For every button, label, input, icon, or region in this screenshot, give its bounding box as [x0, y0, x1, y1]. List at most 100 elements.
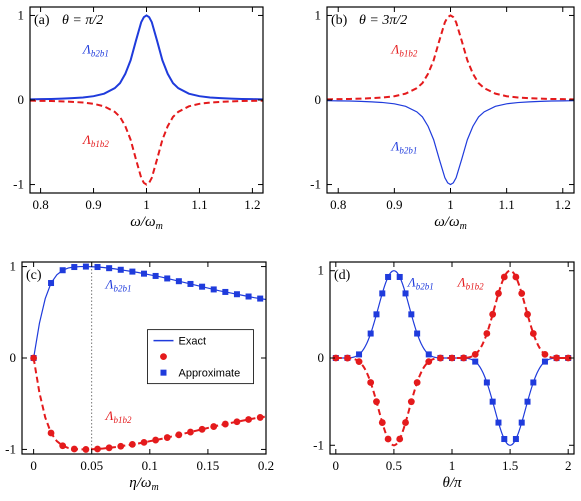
series-label-b1b2: Λb1b2 — [456, 274, 484, 291]
marker-circle — [245, 416, 252, 423]
marker-circle — [198, 425, 206, 433]
marker-square — [501, 436, 508, 443]
y-tick-label: 0 — [10, 350, 17, 365]
marker-circle — [373, 398, 380, 406]
panel-3: 0 0.05 0.1 0.15 0.2 -1 0 1 η/ωm (c) Λb2b1 Λb1b2 Exac… — [5, 259, 274, 493]
marker-circle — [495, 290, 502, 297]
x-tick-label: 0.9 — [85, 197, 101, 212]
legend-circle-marker — [160, 353, 167, 361]
x-tick-label: 0 — [333, 458, 340, 473]
marker-circle — [30, 354, 38, 362]
marker-square — [367, 330, 374, 337]
series-line-b1b2 — [327, 14, 574, 101]
marker-circle — [541, 351, 549, 358]
marker-circle — [407, 398, 415, 406]
x-tick-label: 0.9 — [386, 197, 402, 212]
panel-2: 0.8 0.9 1 1.1 1.2 -1 0 1 ω/ωm (b) θ = 3π/2 Λb1b2 Λb2… — [310, 6, 575, 232]
marker-square — [187, 280, 194, 287]
marker-square — [524, 398, 531, 405]
x-tick-label: 1.1 — [191, 197, 207, 212]
x-tick-label: 1.5 — [502, 458, 518, 473]
marker-square — [414, 330, 421, 337]
marker-circle — [367, 379, 375, 386]
marker-circle — [187, 428, 194, 436]
marker-square — [106, 265, 113, 272]
marker-circle — [355, 358, 363, 365]
y-tick-label: 1 — [10, 259, 17, 274]
marker-circle — [140, 438, 148, 446]
marker-square — [483, 379, 490, 386]
marker-square — [541, 358, 548, 365]
marker-square — [408, 311, 415, 318]
y-tick-label: -1 — [310, 177, 321, 192]
marker-square — [512, 436, 519, 443]
marker-circle — [233, 418, 241, 426]
marker-square — [530, 379, 537, 386]
panel-label: (d) — [334, 268, 351, 283]
marker-circle — [436, 354, 444, 362]
series-label-b2b1: Λb2b1 — [406, 274, 434, 291]
x-tick-label: 0.2 — [258, 458, 274, 473]
legend-entry-label: Exact — [178, 336, 206, 348]
marker-circle — [512, 273, 520, 281]
marker-circle — [524, 310, 531, 318]
marker-circle — [500, 273, 508, 281]
x-tick-label: 1.2 — [555, 197, 571, 212]
panel-title: θ = 3π/2 — [359, 13, 407, 28]
marker-square — [175, 278, 182, 285]
axes-frame — [29, 6, 264, 194]
x-axis-label: ω/ωm — [130, 214, 163, 232]
marker-circle — [448, 354, 456, 362]
x-tick-label: 0.5 — [386, 458, 402, 473]
x-tick-label: 2 — [565, 458, 572, 473]
marker-square — [489, 398, 496, 405]
x-tick-label: 0.1 — [142, 458, 158, 473]
series-line-b2b1 — [30, 14, 263, 101]
marker-square — [233, 291, 240, 298]
marker-circle — [344, 354, 351, 362]
marker-circle — [59, 442, 67, 450]
marker-square — [129, 268, 136, 275]
marker-square — [59, 267, 66, 274]
marker-circle — [529, 330, 537, 337]
x-tick-label: 1 — [449, 458, 456, 473]
series-label-b1b2: Λb1b2 — [390, 42, 418, 59]
marker-square — [141, 270, 147, 277]
y-tick-label: 1 — [318, 263, 325, 278]
marker-square — [152, 272, 159, 279]
panel-label: (b) — [331, 13, 348, 28]
marker-circle — [117, 442, 125, 450]
marker-square — [245, 293, 252, 300]
marker-circle — [82, 446, 90, 453]
marker-circle — [128, 441, 136, 448]
y-tick-label: 0 — [315, 92, 322, 107]
marker-square — [379, 290, 386, 297]
y-tick-label: 1 — [18, 7, 25, 22]
y-tick-label: 0 — [18, 92, 25, 107]
marker-square — [117, 266, 124, 273]
marker-circle — [564, 354, 572, 362]
marker-circle — [489, 310, 497, 318]
panel-1: 0.8 0.9 1 1.1 1.2 -1 0 1 ω/ωm (a) θ = π/2 Λb2b1 Λb1b… — [13, 6, 264, 232]
marker-circle — [47, 429, 55, 437]
marker-circle — [175, 431, 183, 439]
marker-circle — [94, 445, 101, 453]
marker-circle — [518, 290, 526, 297]
marker-circle — [332, 354, 340, 362]
x-tick-label: 0.8 — [330, 197, 346, 212]
y-tick-label: -1 — [13, 177, 24, 192]
marker-circle — [460, 354, 468, 362]
marker-square — [48, 280, 55, 287]
marker-square — [356, 351, 363, 358]
x-tick-label: 1 — [143, 197, 150, 212]
x-axis-label: η/ωm — [129, 475, 158, 493]
series-label-b2b1: Λb2b1 — [81, 42, 109, 59]
y-tick-label: 0 — [318, 350, 325, 365]
marker-circle — [256, 414, 264, 421]
panel-4: 0 0.5 1 1.5 2 -1 0 1 θ/π (d) Λb2b1 Λb1b2 — [313, 261, 575, 491]
legend-square-marker — [160, 369, 167, 376]
marker-square — [495, 419, 502, 426]
series-label-b1b2: Λb1b2 — [81, 132, 109, 149]
marker-square — [222, 288, 229, 295]
